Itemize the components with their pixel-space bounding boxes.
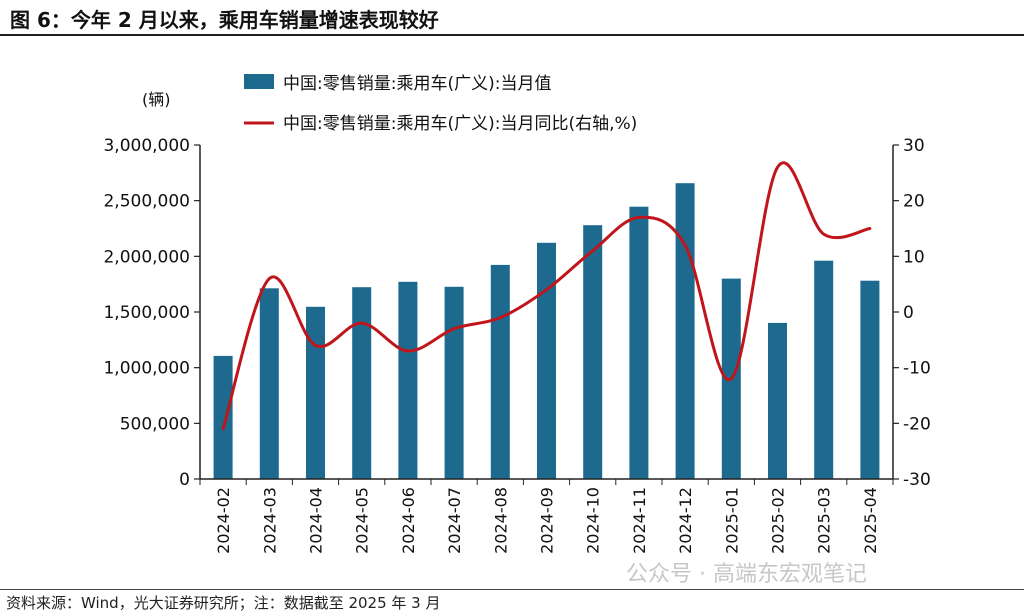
title-divider: [0, 34, 1024, 36]
x-tick-label: 2024-12: [676, 487, 695, 554]
x-tick-label: 2024-10: [584, 487, 603, 554]
x-tick-label: 2024-05: [353, 487, 372, 554]
legend-line-label: 中国:零售销量:乘用车(广义):当月同比(右轴,%): [283, 114, 637, 134]
right-tick-label: -30: [903, 470, 931, 490]
left-tick-label: 2,500,000: [103, 192, 190, 212]
chart-canvas: 0 500,000 1,000,000 1,500,000 2,000,000 2,500…: [103, 74, 931, 554]
legend-bar-label: 中国:零售销量:乘用车(广义):当月值: [283, 74, 551, 94]
source-note: 资料来源：Wind，光大证券研究所；注：数据截至 2025 年 3 月: [6, 594, 441, 612]
x-tick-label: 2024-03: [260, 487, 279, 554]
bar: [860, 280, 880, 479]
left-axis-unit-label: (辆): [142, 90, 171, 109]
right-tick-label: -20: [903, 414, 931, 434]
right-tick-label: -10: [903, 359, 931, 379]
bar: [490, 264, 510, 479]
x-tick-label: 2025-03: [815, 487, 834, 554]
right-tick-label: 0: [903, 303, 914, 323]
left-tick-label: 1,500,000: [103, 303, 190, 323]
legend-bar-swatch: [244, 74, 274, 89]
left-tick-label: 2,000,000: [103, 247, 190, 267]
bar: [306, 306, 325, 479]
bar: [398, 281, 418, 479]
bar: [583, 225, 603, 479]
x-tick-label: 2025-01: [722, 487, 741, 554]
bar: [768, 322, 787, 479]
x-tick-label: 2024-06: [399, 487, 418, 554]
x-tick-label: 2024-02: [214, 487, 233, 554]
x-tick-label: 2024-09: [538, 487, 557, 554]
bar-series: [213, 183, 880, 479]
left-tick-label: 3,000,000: [103, 136, 190, 156]
bar: [259, 288, 279, 479]
line-series: [221, 161, 872, 431]
x-tick-label: 2024-04: [307, 487, 326, 554]
x-tick-label: 2024-07: [445, 487, 464, 554]
watermark: 公众号 · 高端东宏观笔记: [626, 562, 867, 587]
left-tick-label: 1,000,000: [103, 359, 190, 379]
figure-title: 图 6：今年 2 月以来，乘用车销量增速表现较好: [10, 8, 439, 32]
legend: 中国:零售销量:乘用车(广义):当月值 中国:零售销量:乘用车(广义):当月同比…: [244, 74, 637, 134]
bar: [537, 242, 556, 479]
x-tick-label: 2024-11: [630, 487, 649, 554]
bar: [444, 286, 464, 479]
bar: [814, 260, 834, 479]
bar: [213, 355, 233, 479]
x-tick-label: 2025-02: [769, 487, 788, 554]
x-tick-label: 2025-04: [861, 487, 880, 554]
bar: [352, 287, 372, 479]
right-tick-label: 10: [903, 247, 925, 267]
bar: [675, 183, 695, 479]
bar: [629, 206, 649, 479]
axes: 0 500,000 1,000,000 1,500,000 2,000,000 2,500…: [103, 136, 930, 554]
left-tick-label: 0: [179, 470, 190, 490]
right-tick-label: 20: [903, 192, 925, 212]
left-tick-label: 500,000: [120, 414, 190, 434]
right-tick-label: 30: [903, 136, 925, 156]
source-divider: [0, 589, 1024, 590]
x-tick-label: 2024-08: [491, 487, 510, 554]
